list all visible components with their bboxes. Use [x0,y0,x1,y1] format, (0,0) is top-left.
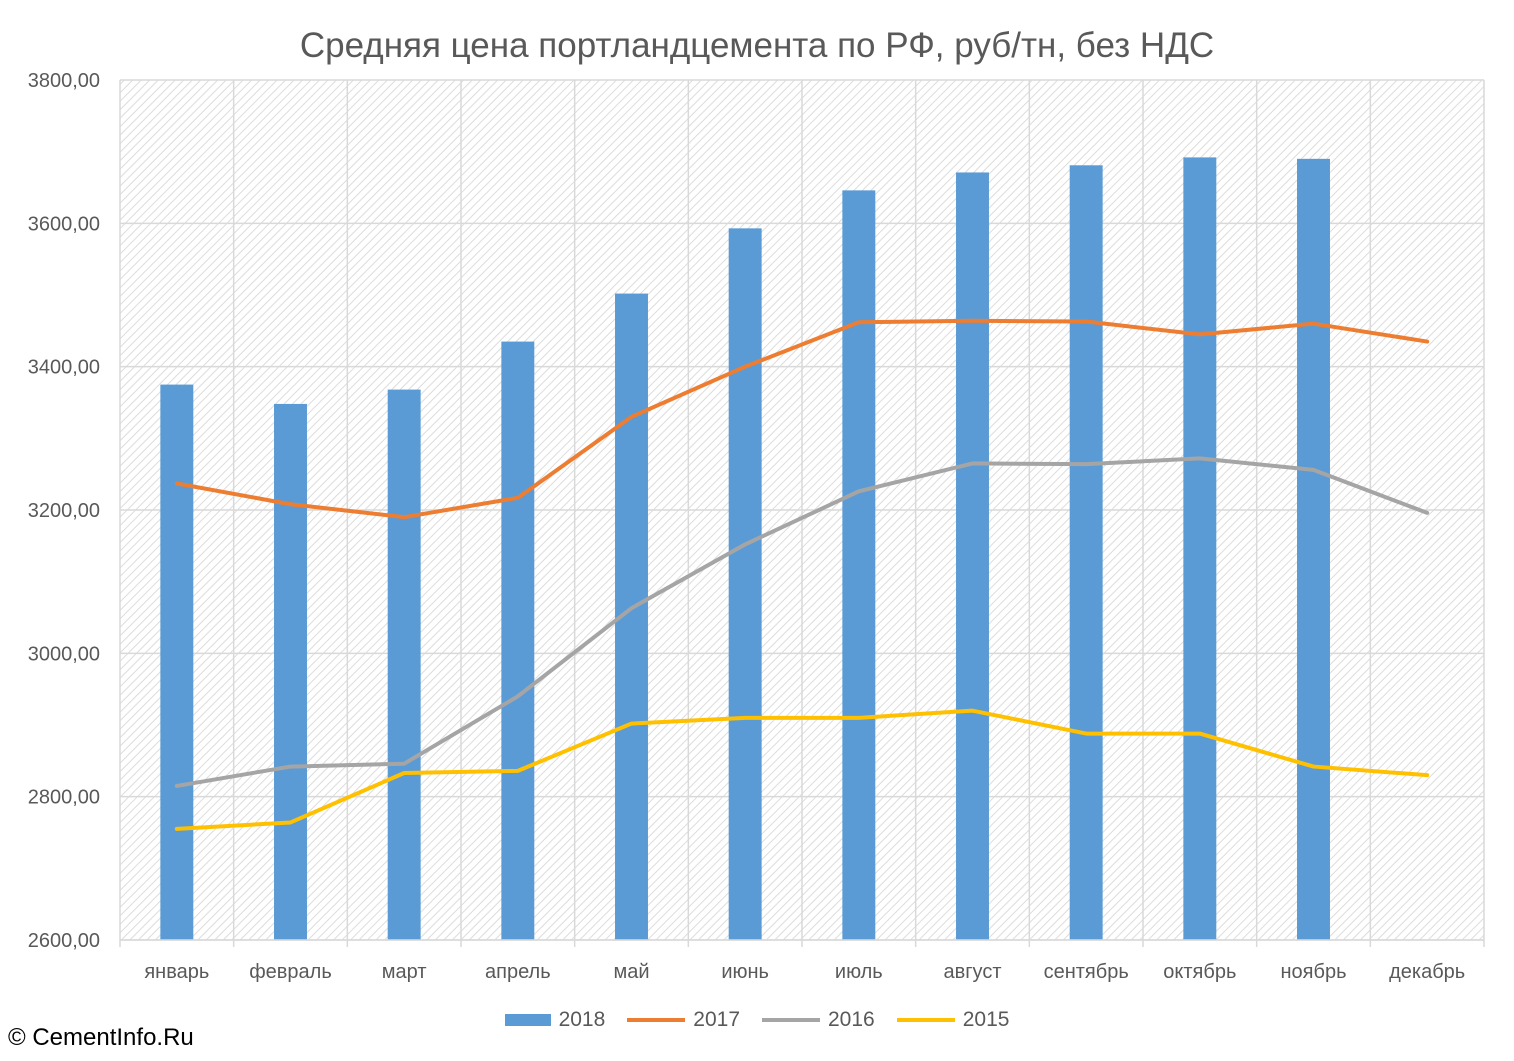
line-series-2017 [174,318,1430,520]
line-series-2016 [174,456,1430,788]
legend-item-2016: 2016 [762,1008,875,1032]
x-tick-label: август [944,961,1002,983]
y-tick-label: 2600,00 [28,930,100,952]
x-tick-label: июнь [721,961,769,983]
legend-label-2017: 2017 [693,1008,740,1031]
legend-label-2018: 2018 [558,1008,606,1031]
legend-swatch-2016 [762,1018,820,1022]
x-tick-label: июль [835,961,883,983]
bar-series [160,157,1330,941]
y-tick-label: 3200,00 [28,500,100,522]
legend-item-2017: 2017 [627,1008,740,1032]
legend-label-2015: 2015 [962,1008,1010,1031]
x-tick-label: январь [144,961,209,983]
bar-2018-8 [1069,165,1103,941]
bar-2018-0 [160,384,194,940]
x-tick-label: февраль [249,961,332,983]
bar-2018-3 [501,341,535,940]
x-tick-label: сентябрь [1044,961,1129,983]
legend-swatch-2015 [896,1018,955,1022]
x-tick-label: апрель [485,961,551,983]
legend-item-2018: 2018 [504,1008,606,1032]
bar-2018-9 [1183,157,1217,940]
legend-swatch-2017 [627,1018,686,1022]
line-series [174,318,1430,831]
bar-2018-10 [1297,158,1330,941]
bar-2018-5 [728,228,762,941]
legend-item-2015: 2015 [896,1008,1010,1032]
x-tick-label: октябрь [1163,961,1236,983]
copyright-text: © CementInfo.Ru [8,1024,194,1051]
legend: 2018 2017 2016 2015 [0,1008,1514,1032]
x-tick-label: ноябрь [1281,961,1347,983]
legend-label-2016: 2016 [828,1008,875,1031]
legend-swatch-2018 [504,1014,551,1026]
bar-2018-1 [274,403,307,940]
line-series-2015 [174,708,1430,831]
bar-2018-2 [387,389,421,941]
x-tick-label: декабрь [1389,961,1465,983]
chart-title: Средняя цена портландцемента по РФ, руб/… [299,26,1215,65]
bar-2018-7 [956,172,989,940]
x-tick-label: март [382,961,427,983]
y-tick-label: 2800,00 [28,787,100,809]
y-tick-label: 3000,00 [28,643,100,665]
axes: 2600,00 2800,00 3000,00 3200,00 3400,00 3600,… [28,70,1485,983]
y-tick-label: 3800,00 [28,70,100,92]
bar-2018-6 [842,190,876,940]
y-tick-label: 3400,00 [28,357,100,379]
y-tick-label: 3600,00 [28,213,100,235]
x-tick-label: май [613,961,649,983]
